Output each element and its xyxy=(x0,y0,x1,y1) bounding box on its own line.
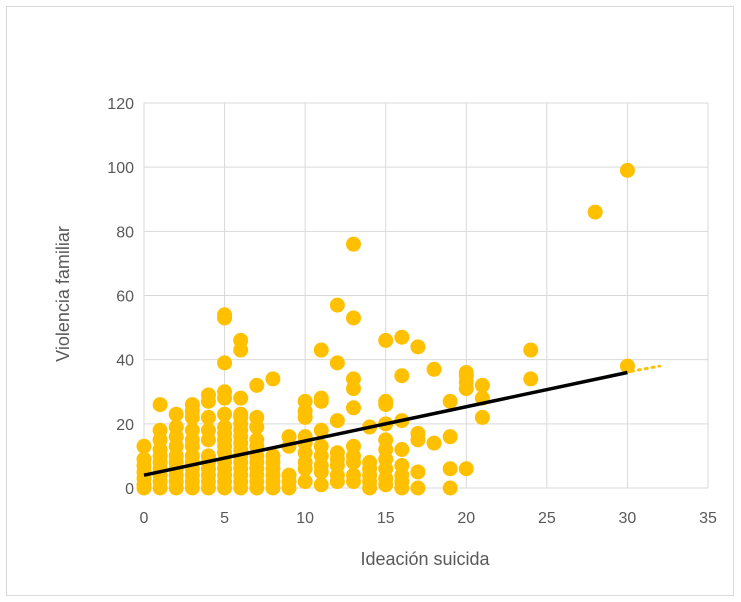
data-point xyxy=(313,342,329,358)
data-point xyxy=(426,361,442,377)
data-point xyxy=(345,371,361,387)
y-tick-label: 120 xyxy=(107,96,134,113)
x-axis-title: Ideación suicida xyxy=(360,549,490,569)
y-tick-label: 40 xyxy=(116,353,134,370)
data-point xyxy=(442,429,458,445)
y-tick-label: 60 xyxy=(116,289,134,306)
x-tick-label: 5 xyxy=(220,510,229,527)
data-point xyxy=(345,310,361,326)
data-point xyxy=(410,464,426,480)
data-point xyxy=(329,355,345,371)
data-point xyxy=(523,371,539,387)
data-point xyxy=(410,425,426,441)
data-point xyxy=(265,448,281,464)
data-point xyxy=(329,445,345,461)
data-point xyxy=(587,204,603,220)
x-tick-label: 35 xyxy=(699,510,717,527)
data-point xyxy=(394,329,410,345)
data-point xyxy=(152,397,168,413)
data-point xyxy=(249,377,265,393)
data-point xyxy=(394,442,410,457)
data-point xyxy=(313,438,329,454)
x-tick-label: 0 xyxy=(140,510,149,527)
x-tick-label: 15 xyxy=(377,510,395,527)
data-point xyxy=(378,332,394,348)
data-point xyxy=(217,384,233,400)
data-point xyxy=(394,368,410,384)
data-point xyxy=(200,409,216,425)
data-point xyxy=(410,480,426,496)
x-tick-label: 25 xyxy=(538,510,556,527)
data-point xyxy=(233,406,249,422)
data-point xyxy=(313,477,329,493)
data-point xyxy=(426,435,442,451)
data-point xyxy=(297,393,313,409)
data-point xyxy=(249,432,265,448)
data-point xyxy=(523,342,539,358)
data-point xyxy=(233,390,249,406)
data-point xyxy=(249,409,265,425)
data-point xyxy=(281,467,297,483)
data-point xyxy=(458,461,474,477)
data-point xyxy=(297,474,313,490)
data-point xyxy=(168,406,184,422)
data-point xyxy=(442,461,458,477)
data-point xyxy=(313,390,329,406)
data-point xyxy=(217,355,233,371)
y-tick-label: 80 xyxy=(116,224,134,241)
y-tick-label: 100 xyxy=(107,160,134,177)
data-point xyxy=(217,406,233,422)
x-tick-label: 30 xyxy=(619,510,637,527)
chart-frame xyxy=(6,6,734,596)
data-point xyxy=(329,413,345,429)
data-point xyxy=(136,451,152,467)
data-point xyxy=(474,409,490,425)
y-tick-label: 20 xyxy=(116,417,134,434)
data-point xyxy=(410,339,426,355)
data-point xyxy=(345,236,361,252)
data-point xyxy=(313,422,329,438)
data-point xyxy=(200,387,216,403)
data-point xyxy=(233,332,249,348)
data-point xyxy=(619,162,635,178)
y-axis-title: Violencia familiar xyxy=(53,226,73,362)
trendline-group xyxy=(143,364,662,477)
data-point xyxy=(394,458,410,474)
trendline xyxy=(143,370,628,477)
tick-labels: 0 20 40 60 80 100 120 0 5 10 15 20 25 30 35 xyxy=(107,96,717,527)
data-point xyxy=(442,393,458,409)
data-point xyxy=(362,454,378,470)
data-point xyxy=(442,480,458,496)
trendline-forecast xyxy=(629,364,662,373)
data-point xyxy=(184,397,200,413)
y-tick-label: 0 xyxy=(125,481,134,498)
data-point xyxy=(378,393,394,409)
data-point xyxy=(474,377,490,393)
data-point xyxy=(265,371,281,387)
data-point xyxy=(345,400,361,416)
data-point xyxy=(152,422,168,438)
data-point xyxy=(217,419,233,435)
data-point xyxy=(378,432,394,448)
data-point xyxy=(136,438,152,454)
data-point xyxy=(200,422,216,438)
data-point xyxy=(217,307,233,323)
data-point xyxy=(458,365,474,380)
data-point xyxy=(184,422,200,438)
x-tick-label: 10 xyxy=(296,510,314,527)
x-tick-label: 20 xyxy=(457,510,475,527)
data-point xyxy=(345,438,361,454)
data-point xyxy=(329,297,345,313)
data-point xyxy=(345,467,361,483)
data-point xyxy=(281,429,297,445)
data-point xyxy=(168,419,184,435)
